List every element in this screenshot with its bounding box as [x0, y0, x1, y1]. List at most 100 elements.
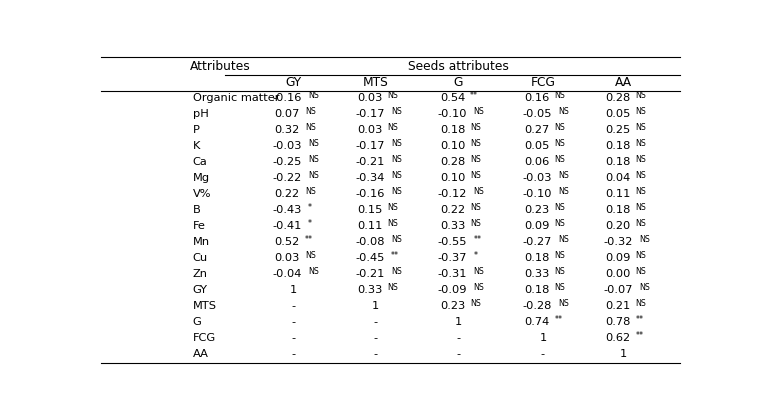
Text: NS: NS	[636, 91, 646, 100]
Text: NS: NS	[308, 155, 319, 164]
Text: NS: NS	[555, 219, 565, 228]
Text: 0.04: 0.04	[605, 173, 630, 183]
Text: NS: NS	[558, 299, 568, 308]
Text: -: -	[456, 333, 460, 343]
Text: NS: NS	[305, 187, 315, 196]
Text: NS: NS	[558, 187, 568, 196]
Text: 0.07: 0.07	[274, 109, 300, 119]
Text: 0.15: 0.15	[357, 205, 383, 215]
Text: 0.05: 0.05	[605, 109, 631, 119]
Text: **: **	[391, 251, 399, 260]
Text: NS: NS	[388, 91, 399, 100]
Text: NS: NS	[555, 139, 565, 148]
Text: 0.25: 0.25	[605, 125, 630, 135]
Text: 0.78: 0.78	[605, 317, 631, 327]
Text: -0.37: -0.37	[438, 253, 467, 263]
Text: pH: pH	[193, 109, 209, 119]
Text: 0.03: 0.03	[357, 125, 383, 135]
Text: 0.05: 0.05	[524, 141, 549, 151]
Text: MTS: MTS	[193, 301, 216, 311]
Text: NS: NS	[391, 267, 402, 276]
Text: NS: NS	[308, 91, 319, 100]
Text: -: -	[373, 349, 378, 359]
Text: NS: NS	[555, 91, 565, 100]
Text: 0.74: 0.74	[524, 317, 549, 327]
Text: Zn: Zn	[193, 269, 208, 279]
Text: 0.09: 0.09	[605, 253, 631, 263]
Text: -0.32: -0.32	[604, 237, 632, 247]
Text: -0.21: -0.21	[355, 157, 385, 167]
Text: NS: NS	[639, 283, 650, 292]
Text: NS: NS	[473, 187, 485, 196]
Text: NS: NS	[473, 267, 485, 276]
Text: -0.25: -0.25	[273, 157, 302, 167]
Text: NS: NS	[388, 283, 399, 292]
Text: B: B	[193, 205, 200, 215]
Text: 1: 1	[455, 317, 462, 327]
Text: -0.17: -0.17	[355, 109, 385, 119]
Text: -0.05: -0.05	[522, 109, 552, 119]
Text: -0.27: -0.27	[522, 237, 552, 247]
Text: P: P	[193, 125, 200, 135]
Text: NS: NS	[473, 283, 485, 292]
Text: NS: NS	[555, 251, 565, 260]
Text: Seeds attributes: Seeds attributes	[408, 60, 509, 73]
Text: NS: NS	[470, 139, 481, 148]
Text: 1: 1	[372, 301, 379, 311]
Text: -0.17: -0.17	[355, 141, 385, 151]
Text: NS: NS	[555, 155, 565, 164]
Text: -0.22: -0.22	[273, 173, 302, 183]
Text: -: -	[456, 349, 460, 359]
Text: 0.18: 0.18	[605, 141, 631, 151]
Text: GY: GY	[193, 285, 208, 295]
Text: NS: NS	[388, 203, 399, 212]
Text: -0.34: -0.34	[355, 173, 385, 183]
Text: 0.18: 0.18	[440, 125, 466, 135]
Text: *: *	[308, 219, 312, 228]
Text: NS: NS	[391, 107, 402, 116]
Text: Attributes: Attributes	[190, 60, 251, 73]
Text: -0.16: -0.16	[355, 189, 385, 199]
Text: -0.16: -0.16	[273, 93, 302, 103]
Text: -0.41: -0.41	[273, 221, 302, 231]
Text: NS: NS	[470, 299, 481, 308]
Text: NS: NS	[473, 107, 485, 116]
Text: G: G	[453, 77, 463, 90]
Text: 0.33: 0.33	[524, 269, 549, 279]
Text: 0.22: 0.22	[440, 205, 465, 215]
Text: Mg: Mg	[193, 173, 210, 183]
Text: 0.10: 0.10	[440, 173, 466, 183]
Text: -0.07: -0.07	[604, 285, 632, 295]
Text: -0.08: -0.08	[355, 237, 385, 247]
Text: 0.28: 0.28	[440, 157, 465, 167]
Text: -: -	[291, 317, 295, 327]
Text: NS: NS	[391, 187, 402, 196]
Text: -0.10: -0.10	[438, 109, 467, 119]
Text: MTS: MTS	[363, 77, 389, 90]
Text: **: **	[470, 91, 479, 100]
Text: Cu: Cu	[193, 253, 208, 263]
Text: NS: NS	[636, 171, 646, 180]
Text: Mn: Mn	[193, 237, 210, 247]
Text: NS: NS	[470, 203, 481, 212]
Text: 0.33: 0.33	[440, 221, 466, 231]
Text: NS: NS	[305, 251, 315, 260]
Text: 0.16: 0.16	[524, 93, 549, 103]
Text: -0.28: -0.28	[522, 301, 552, 311]
Text: NS: NS	[555, 283, 565, 292]
Text: 1: 1	[620, 349, 627, 359]
Text: 0.18: 0.18	[524, 253, 549, 263]
Text: NS: NS	[555, 203, 565, 212]
Text: -: -	[373, 317, 378, 327]
Text: FCG: FCG	[530, 77, 555, 90]
Text: NS: NS	[558, 235, 568, 244]
Text: NS: NS	[470, 219, 481, 228]
Text: -: -	[291, 349, 295, 359]
Text: 0.20: 0.20	[605, 221, 630, 231]
Text: AA: AA	[193, 349, 209, 359]
Text: NS: NS	[308, 171, 319, 180]
Text: **: **	[636, 331, 644, 340]
Text: NS: NS	[636, 187, 646, 196]
Text: 0.32: 0.32	[274, 125, 299, 135]
Text: V%: V%	[193, 189, 211, 199]
